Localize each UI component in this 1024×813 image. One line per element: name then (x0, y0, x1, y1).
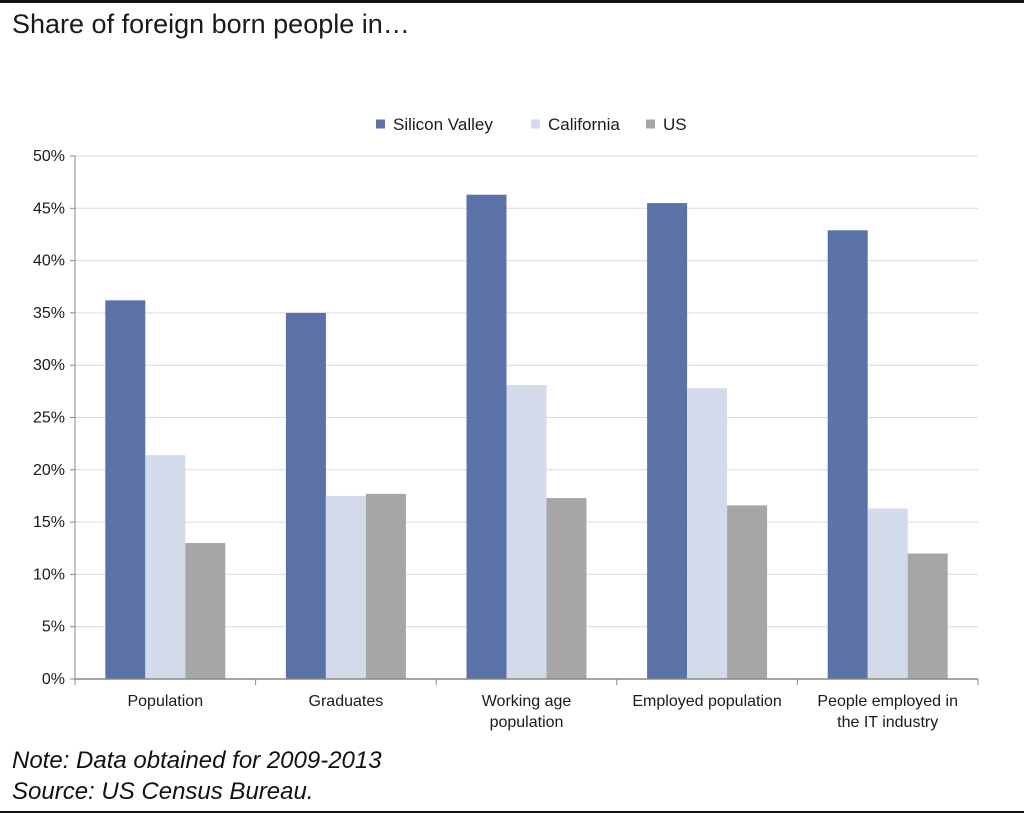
y-tick-label: 45% (33, 200, 65, 217)
bar-california (506, 385, 547, 679)
bar-us (185, 543, 226, 679)
bar-us (365, 493, 406, 679)
legend-label-california: California (548, 115, 620, 134)
x-category-label: the IT industry (837, 714, 938, 731)
bar-us (907, 553, 948, 679)
chart-title: Share of foreign born people in… (12, 9, 410, 39)
y-tick-label: 15% (33, 514, 65, 531)
chart-footnote: Note: Data obtained for 2009-2013 Source… (12, 745, 382, 807)
legend-swatch-us (646, 119, 655, 129)
bar-silicon-valley (827, 230, 868, 680)
legend-swatch-silicon-valley (376, 119, 385, 129)
y-tick-label: 40% (33, 253, 65, 270)
x-category-label: Population (127, 693, 203, 710)
x-category-label: People employed in (817, 693, 958, 710)
bar-california (325, 495, 366, 679)
x-category-label: Graduates (309, 693, 384, 710)
bar-silicon-valley (285, 312, 326, 679)
chart-axes (74, 156, 979, 685)
bar-california (687, 388, 728, 679)
y-tick-label: 25% (33, 410, 65, 427)
legend-label-us: US (663, 115, 687, 134)
chart-legend: Silicon Valley California US (376, 115, 687, 134)
bar-us (727, 505, 768, 679)
bar-us (546, 498, 587, 679)
note-text: Note: Data obtained for 2009-2013 (12, 747, 382, 774)
bar-silicon-valley (647, 203, 688, 679)
y-tick-label: 0% (42, 671, 65, 688)
x-axis-labels: Population Graduates Working age population… (127, 693, 957, 731)
source-text: Source: US Census Bureau. (12, 778, 314, 805)
x-category-label: Employed population (632, 693, 781, 710)
y-tick-label: 35% (33, 305, 65, 322)
legend-label-silicon-valley: Silicon Valley (393, 115, 493, 134)
x-category-label: Working age (482, 693, 572, 710)
bar-california (145, 455, 186, 679)
y-tick-label: 20% (33, 462, 65, 479)
y-tick-label: 50% (33, 148, 65, 165)
bar-chart: Silicon Valley California US 0% 5% 10% 15% 20%… (33, 115, 979, 731)
y-tick-label: 5% (42, 619, 65, 636)
y-axis-ticks: 0% 5% 10% 15% 20% 25% 30% 35% 40% 45% 50% (33, 148, 75, 688)
x-category-label: population (490, 714, 564, 731)
bar-silicon-valley (466, 194, 507, 679)
bar-california (867, 508, 908, 679)
y-tick-label: 30% (33, 357, 65, 374)
bar-silicon-valley (105, 300, 146, 679)
y-tick-label: 10% (33, 566, 65, 583)
legend-swatch-california (531, 119, 540, 129)
chart-bars (105, 194, 948, 680)
